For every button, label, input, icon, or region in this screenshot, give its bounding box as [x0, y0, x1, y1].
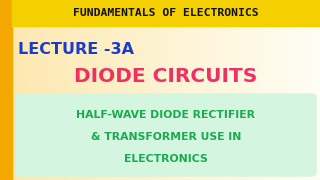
Text: FUNDAMENTALS OF ELECTRONICS: FUNDAMENTALS OF ELECTRONICS [73, 8, 259, 18]
Text: HALF-WAVE DIODE RECTIFIER: HALF-WAVE DIODE RECTIFIER [76, 110, 255, 120]
FancyBboxPatch shape [16, 94, 316, 176]
Text: LECTURE -3A: LECTURE -3A [18, 42, 134, 57]
Text: ELECTRONICS: ELECTRONICS [124, 154, 208, 164]
Text: DIODE CIRCUITS: DIODE CIRCUITS [74, 68, 258, 87]
FancyBboxPatch shape [12, 0, 320, 26]
FancyBboxPatch shape [0, 0, 12, 180]
Text: & TRANSFORMER USE IN: & TRANSFORMER USE IN [91, 132, 241, 142]
